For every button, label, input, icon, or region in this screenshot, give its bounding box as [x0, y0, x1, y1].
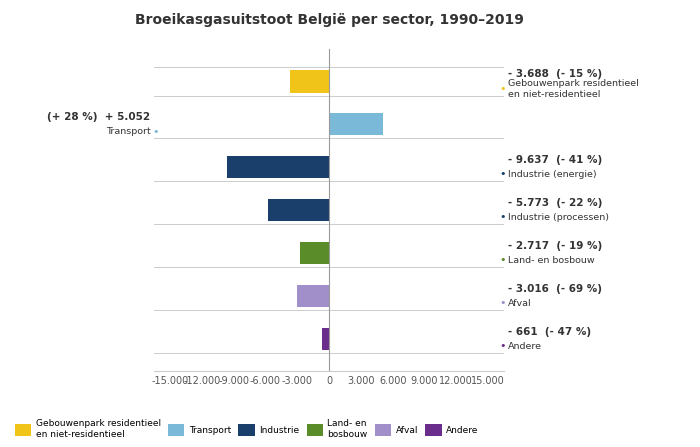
- Text: (+ 28 %)  + 5.052: (+ 28 %) + 5.052: [48, 112, 150, 122]
- Bar: [290, 70, 329, 93]
- Text: •: •: [500, 84, 506, 94]
- Text: - 9.637  (- 41 %): - 9.637 (- 41 %): [508, 155, 602, 165]
- Text: •: •: [500, 298, 506, 308]
- Bar: [300, 242, 329, 264]
- Text: Industrie (processen): Industrie (processen): [508, 213, 608, 222]
- Text: Afval: Afval: [508, 299, 531, 308]
- Bar: [322, 328, 329, 350]
- Text: •: •: [152, 127, 158, 137]
- Text: •: •: [500, 255, 506, 266]
- Text: Industrie (energie): Industrie (energie): [508, 170, 596, 179]
- Bar: [329, 113, 383, 135]
- Text: - 3.016  (- 69 %): - 3.016 (- 69 %): [508, 283, 601, 294]
- Text: - 3.688  (- 15 %): - 3.688 (- 15 %): [508, 69, 601, 79]
- Text: Transport: Transport: [106, 127, 150, 136]
- Legend: Gebouwenpark residentieel
en niet-residentieel, Transport, Industrie, Land- en
b: Gebouwenpark residentieel en niet-reside…: [11, 416, 482, 443]
- Text: Broeikasgasuitstoot België per sector, 1990–2019: Broeikasgasuitstoot België per sector, 1…: [134, 13, 524, 27]
- Bar: [297, 285, 329, 307]
- Bar: [268, 199, 329, 221]
- Text: - 2.717  (- 19 %): - 2.717 (- 19 %): [508, 240, 602, 251]
- Text: •: •: [500, 212, 506, 223]
- Text: - 661  (- 47 %): - 661 (- 47 %): [508, 326, 591, 337]
- Text: - 5.773  (- 22 %): - 5.773 (- 22 %): [508, 198, 602, 208]
- Text: Land- en bosbouw: Land- en bosbouw: [508, 256, 594, 265]
- Text: Gebouwenpark residentieel
en niet-residentieel: Gebouwenpark residentieel en niet-reside…: [508, 79, 638, 99]
- Bar: [227, 156, 329, 178]
- Text: Andere: Andere: [508, 342, 542, 350]
- Text: •: •: [500, 341, 506, 351]
- Text: •: •: [500, 169, 506, 180]
